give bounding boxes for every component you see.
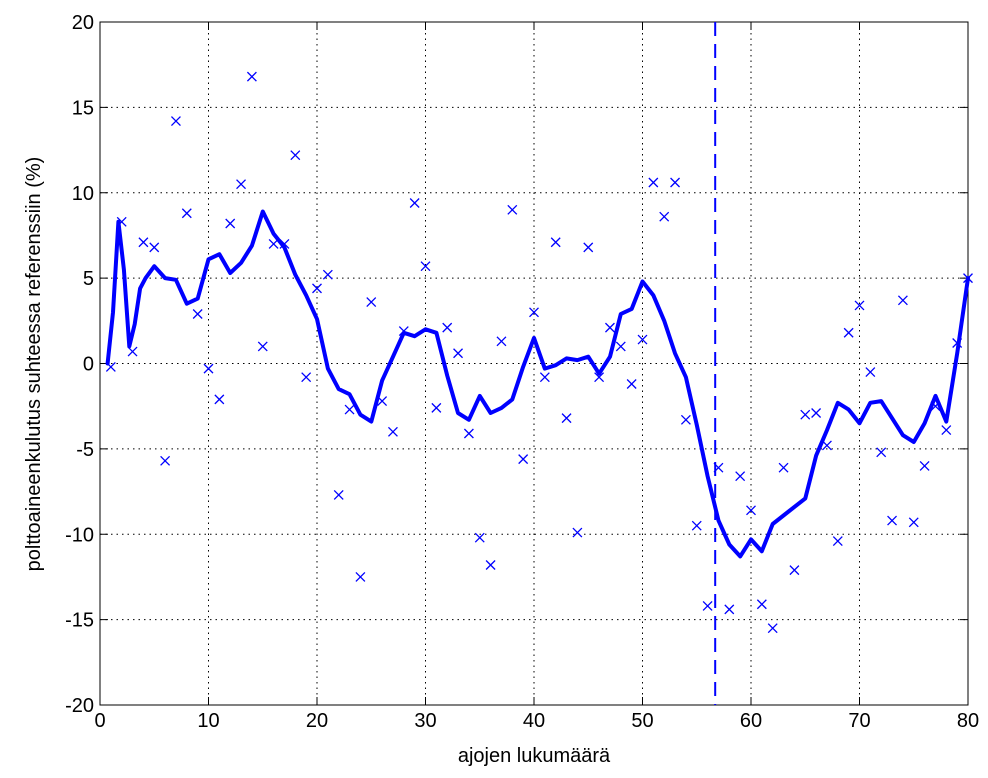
- scatter-point: [485, 560, 496, 570]
- scatter-point: [203, 363, 214, 374]
- scatter-point: [236, 179, 247, 190]
- scatter-point: [702, 601, 713, 611]
- scatter-point: [127, 346, 138, 357]
- scatter-point: [138, 237, 149, 248]
- scatter-point: [192, 309, 203, 319]
- grid: [100, 22, 968, 705]
- scatter-point: [680, 414, 691, 425]
- x-tick-label: 50: [631, 710, 653, 732]
- scatter-point: [865, 367, 876, 377]
- scatter-point: [821, 440, 832, 451]
- scatter-point: [897, 295, 908, 306]
- y-tick-label: 5: [83, 268, 94, 290]
- scatter-point: [355, 571, 366, 582]
- scatter-point: [854, 300, 865, 311]
- scatter-point: [876, 447, 887, 458]
- scatter-point: [344, 404, 355, 415]
- x-axis-label: ajojen lukumäärä: [458, 745, 611, 767]
- scatter-point: [659, 211, 670, 222]
- scatter-point: [214, 394, 225, 405]
- y-tick-label: -20: [65, 695, 94, 717]
- scatter-point: [539, 372, 550, 383]
- scatter-point: [561, 413, 572, 424]
- scatter-point: [941, 425, 952, 436]
- y-tick-label: -15: [65, 610, 94, 632]
- x-tick-label: 60: [740, 710, 762, 732]
- scatter-point: [312, 283, 322, 294]
- scatter-point: [572, 527, 583, 538]
- axes: [99, 21, 969, 706]
- scatter-point: [366, 297, 377, 307]
- scatter-point: [170, 116, 181, 126]
- scatter-point: [268, 239, 279, 249]
- scatter-point: [550, 237, 561, 248]
- x-tick-label: 10: [197, 710, 219, 732]
- x-tick-label: 30: [414, 710, 436, 732]
- scatter-point: [908, 517, 919, 528]
- scatter-point: [648, 177, 659, 188]
- y-tick-label: 20: [72, 12, 94, 34]
- x-tick-label: 0: [94, 710, 105, 732]
- scatter-point: [322, 269, 333, 280]
- scatter-point: [756, 599, 767, 610]
- scatter-point: [463, 428, 474, 439]
- scatter-point: [181, 208, 192, 219]
- y-tick-label: 15: [72, 97, 94, 119]
- scatter-point: [333, 490, 344, 500]
- scatter-point: [442, 322, 453, 333]
- scatter-point: [387, 426, 398, 437]
- y-axis-label: polttoaineenkulutus suhteessa referenssi…: [23, 157, 45, 572]
- scatter-point: [160, 455, 171, 466]
- y-tick-label: -5: [76, 439, 94, 461]
- x-tick-label: 20: [306, 710, 328, 732]
- scatter-point: [594, 372, 605, 383]
- tick-labels: 0 10 20 30 40 50 60 70 80 -20 -15 -10 -5 0 5 10 15 20: [65, 12, 979, 732]
- scatter-point: [615, 341, 626, 352]
- scatter-point: [431, 402, 442, 413]
- scatter-point: [691, 520, 702, 531]
- x-tick-label: 70: [848, 710, 870, 732]
- scatter-point: [453, 348, 464, 359]
- scatter-point: [474, 532, 485, 543]
- scatter-point: [604, 322, 615, 333]
- scatter-point: [409, 198, 420, 208]
- x-tick-label: 80: [957, 710, 979, 732]
- scatter-point: [832, 536, 843, 547]
- scatter-point: [420, 261, 431, 272]
- scatter-point: [887, 515, 898, 526]
- y-tick-label: 10: [72, 183, 94, 205]
- scatter-point: [735, 471, 746, 482]
- x-tick-label: 40: [523, 710, 545, 732]
- scatter-point: [507, 204, 518, 215]
- y-tick-label: 0: [83, 354, 94, 376]
- scatter-point: [778, 462, 789, 473]
- scatter-point: [670, 177, 681, 188]
- scatter-point: [529, 307, 539, 318]
- scatter-point: [811, 408, 822, 418]
- scatter-point: [518, 454, 529, 465]
- scatter-point: [290, 150, 301, 161]
- scatter-point: [225, 218, 236, 229]
- scatter-point: [149, 242, 160, 253]
- scatter-point: [789, 565, 800, 576]
- scatter-point: [713, 462, 724, 473]
- scatter-point: [843, 327, 854, 338]
- scatter-point: [800, 409, 811, 420]
- scatter-point: [626, 379, 637, 389]
- scatter-point: [724, 604, 735, 615]
- scatter-point: [583, 242, 594, 253]
- series-layer: [105, 22, 973, 705]
- scatter-point: [746, 505, 756, 516]
- scatter-point: [257, 341, 268, 352]
- scatter-point: [496, 336, 507, 347]
- scatter-point: [919, 460, 930, 471]
- scatter-point: [767, 623, 778, 634]
- y-tick-label: -10: [65, 524, 94, 546]
- smoothed-line: [105, 209, 970, 559]
- scatter-point: [246, 71, 257, 82]
- scatter-point: [301, 372, 312, 383]
- scatter-point: [637, 334, 648, 345]
